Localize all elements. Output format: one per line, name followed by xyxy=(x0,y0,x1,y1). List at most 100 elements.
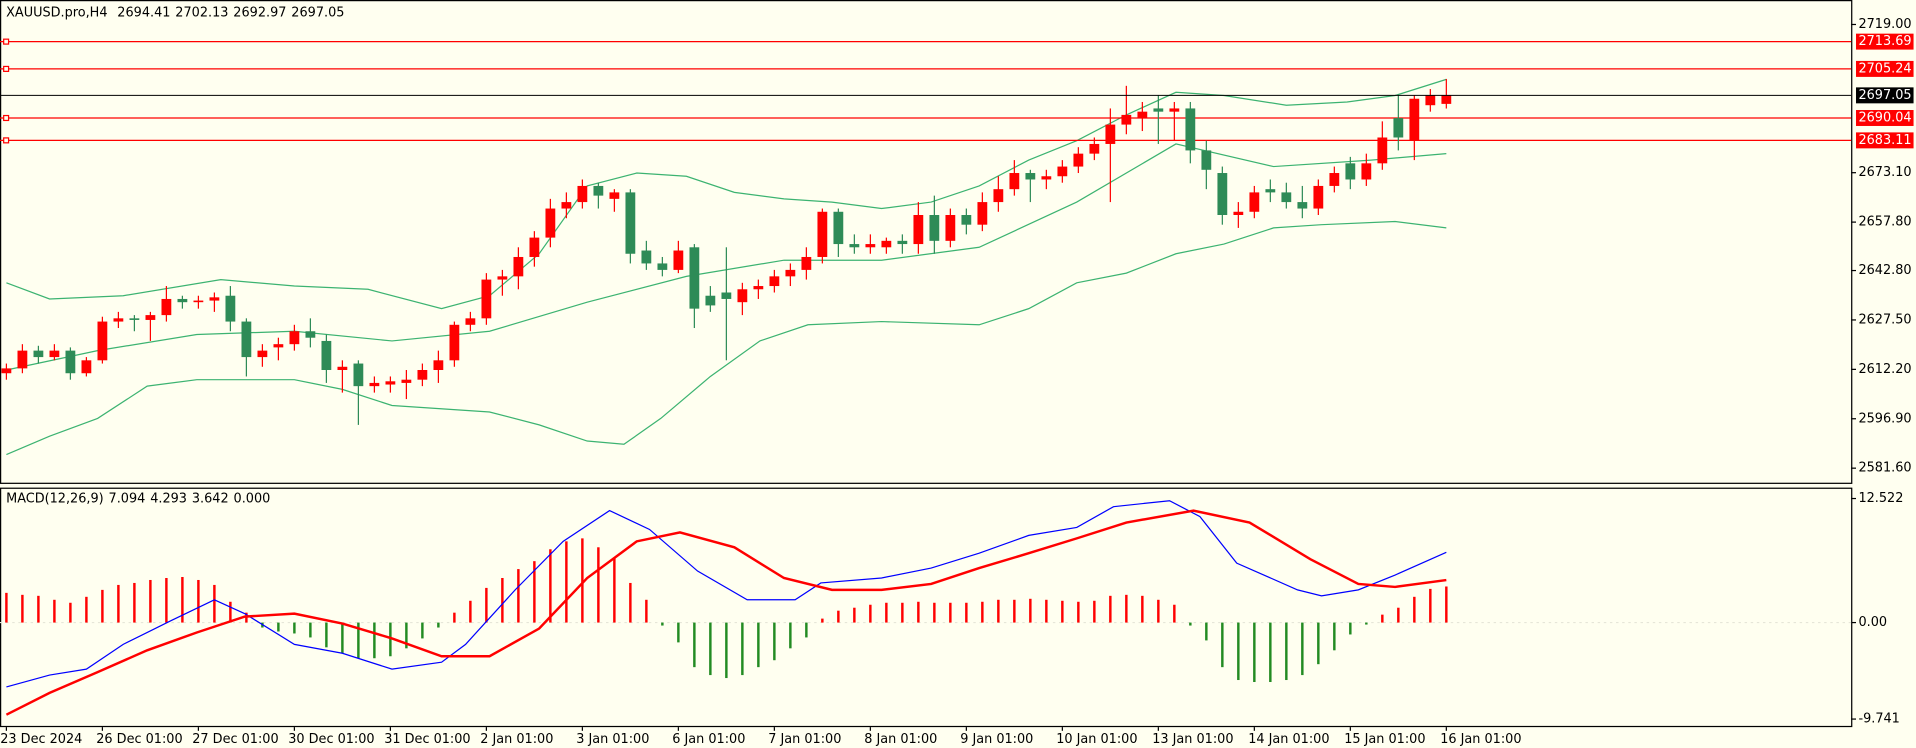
candle-body xyxy=(721,292,732,299)
candle-body xyxy=(17,350,28,369)
y-tick-label: 2657.80 xyxy=(1858,215,1911,230)
candle-body xyxy=(673,250,684,270)
ohlc-open: 2694.41 xyxy=(117,5,170,20)
histogram-bar xyxy=(773,622,776,661)
histogram-bar xyxy=(1141,595,1144,623)
candle-body xyxy=(385,381,396,385)
histogram-bar xyxy=(133,582,136,623)
candle-body xyxy=(465,318,476,325)
candle-body xyxy=(321,340,332,371)
candle-body xyxy=(497,276,508,280)
candle-body xyxy=(433,360,444,371)
histogram-bar xyxy=(389,622,392,657)
candle-body xyxy=(641,250,652,264)
candle-body xyxy=(177,298,188,303)
candle-body xyxy=(513,256,524,277)
histogram-bar xyxy=(629,582,632,623)
x-tick-label: 13 Jan 01:00 xyxy=(1152,732,1233,747)
histogram-bar xyxy=(37,595,40,623)
candle-body xyxy=(33,350,44,358)
candle-body xyxy=(1329,173,1340,186)
histogram-bar xyxy=(1253,622,1256,683)
candle-body xyxy=(929,215,940,241)
histogram-bar xyxy=(405,622,408,649)
candle-body xyxy=(1009,173,1020,190)
candle-body xyxy=(753,286,764,290)
price-line-label: 2713.69 xyxy=(1858,34,1911,49)
candle-body xyxy=(1153,108,1164,112)
candle-body xyxy=(1425,95,1436,106)
x-tick-label: 14 Jan 01:00 xyxy=(1248,732,1329,747)
indicator-title: MACD(12,26,9) xyxy=(6,491,104,506)
candle-body xyxy=(337,366,348,371)
histogram-bar xyxy=(917,601,920,623)
candle-body xyxy=(625,192,636,254)
x-tick-label: 15 Jan 01:00 xyxy=(1344,732,1425,747)
symbol-title: XAUUSD.pro,H4 xyxy=(6,5,107,20)
histogram-bar xyxy=(1429,588,1432,623)
histogram-bar xyxy=(661,622,664,626)
price-label-box xyxy=(1856,60,1914,77)
candle-body xyxy=(1105,124,1116,144)
x-tick-label: 26 Dec 01:00 xyxy=(96,732,182,747)
current-price-box xyxy=(1856,87,1914,104)
histogram-bar xyxy=(853,607,856,623)
candle-body xyxy=(577,185,588,203)
histogram-bar xyxy=(325,622,328,648)
candle-body xyxy=(1089,143,1100,154)
candle-body xyxy=(993,189,1004,203)
histogram-bar xyxy=(725,622,728,679)
candle-body xyxy=(1361,163,1372,180)
histogram-bar xyxy=(645,599,648,623)
candle-body xyxy=(1297,202,1308,209)
candle-body xyxy=(1233,211,1244,216)
candle-body xyxy=(769,276,780,287)
x-tick-label: 16 Jan 01:00 xyxy=(1440,732,1521,747)
histogram-bar xyxy=(469,600,472,623)
histogram-bar xyxy=(1221,622,1224,668)
ohlc-high: 2702.13 xyxy=(175,5,228,20)
histogram-bar xyxy=(21,594,24,623)
macd-value: 7.094 xyxy=(109,491,146,506)
candle-body xyxy=(801,256,812,270)
candle-body xyxy=(945,215,956,241)
histogram-bar xyxy=(805,622,808,638)
symbol-header: XAUUSD.pro,H4 2694.41 2702.13 2692.97 2697.0… xyxy=(6,5,344,20)
candle-body xyxy=(1249,192,1260,212)
candle-body xyxy=(1281,192,1292,203)
candle-body xyxy=(225,295,236,322)
candle-body xyxy=(1393,118,1404,138)
y-tick-label: 2596.90 xyxy=(1858,411,1911,426)
x-tick-label: 23 Dec 2024 xyxy=(0,732,82,747)
histogram-bar xyxy=(1061,600,1064,623)
candle-body xyxy=(561,202,572,209)
histogram-bar xyxy=(437,622,440,628)
candle-body xyxy=(257,350,268,358)
signal-value: 4.293 xyxy=(150,491,187,506)
histogram-bar xyxy=(709,622,712,676)
x-tick-label: 8 Jan 01:00 xyxy=(864,732,937,747)
candle-body xyxy=(1,368,12,374)
histogram-bar xyxy=(1093,600,1096,623)
histogram-bar xyxy=(181,577,184,623)
histogram-bar xyxy=(373,622,376,659)
histogram-bar xyxy=(533,561,536,623)
candle-body xyxy=(273,344,284,348)
x-tick-label: 31 Dec 01:00 xyxy=(384,732,470,747)
candle-body xyxy=(1073,153,1084,167)
macd-panel-frame xyxy=(0,487,1853,728)
candle-body xyxy=(865,244,876,248)
candle-body xyxy=(1169,108,1180,112)
candle-body xyxy=(193,300,204,303)
y-tick-label: 2673.10 xyxy=(1858,165,1911,180)
candle-body xyxy=(1313,185,1324,209)
histogram-bar xyxy=(677,622,680,643)
histogram-bar xyxy=(549,549,552,623)
candle-body xyxy=(113,318,124,322)
indicator-header: MACD(12,26,9) 7.094 4.293 3.642 0.000 xyxy=(6,491,270,506)
candle-body xyxy=(1201,150,1212,170)
x-tick-label: 2 Jan 01:00 xyxy=(480,732,553,747)
histogram-value: 3.642 xyxy=(192,491,229,506)
macd-line xyxy=(6,500,1447,688)
